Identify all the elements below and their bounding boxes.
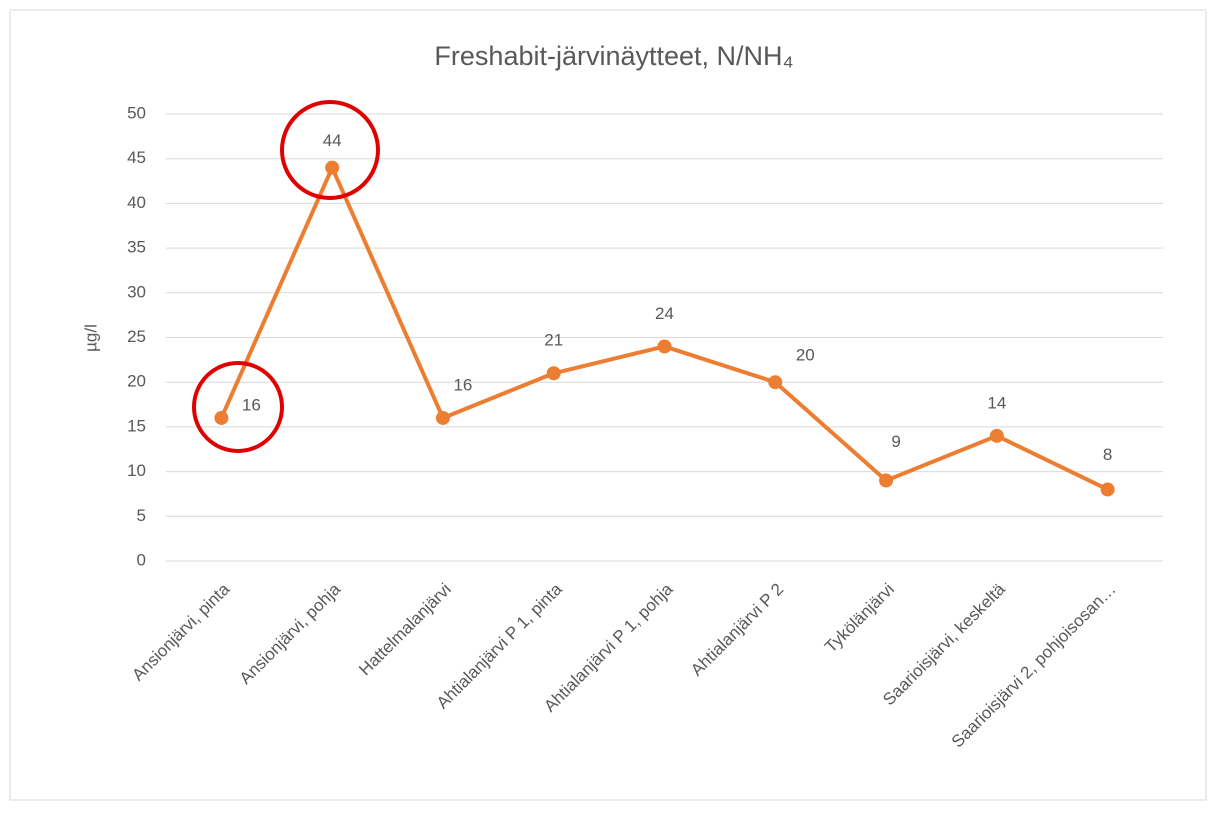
marker xyxy=(989,428,1004,443)
marker xyxy=(325,160,340,175)
data-label: 9 xyxy=(891,432,900,451)
data-label: 14 xyxy=(987,393,1006,412)
marker xyxy=(657,339,672,354)
data-label: 16 xyxy=(242,395,261,414)
highlight-circle xyxy=(280,100,380,200)
data-label: 21 xyxy=(544,331,563,350)
y-tick-label: 50 xyxy=(127,103,146,122)
marker xyxy=(879,473,894,488)
chart-frame xyxy=(9,9,1207,801)
y-tick-label: 45 xyxy=(127,148,146,167)
y-tick-label: 15 xyxy=(127,416,146,435)
y-tick-label: 25 xyxy=(127,327,146,346)
data-label: 8 xyxy=(1103,445,1112,464)
marker xyxy=(435,410,450,425)
data-label: 16 xyxy=(453,375,472,394)
highlight-circle xyxy=(192,361,284,453)
y-axis-label: µg/l xyxy=(81,324,100,352)
data-label: 20 xyxy=(796,346,815,365)
marker xyxy=(1100,482,1115,497)
y-tick-label: 5 xyxy=(137,506,146,525)
y-tick-label: 30 xyxy=(127,282,146,301)
y-tick-label: 40 xyxy=(127,193,146,212)
marker xyxy=(546,366,561,381)
chart-title: Freshabit-järvinäytteet, N/NH₄ xyxy=(434,41,793,71)
y-tick-label: 35 xyxy=(127,238,146,257)
marker xyxy=(214,410,229,425)
y-tick-label: 0 xyxy=(137,550,146,569)
marker xyxy=(768,375,783,390)
data-label: 24 xyxy=(655,304,674,323)
y-tick-label: 20 xyxy=(127,372,146,391)
y-tick-label: 10 xyxy=(127,461,146,480)
data-label: 44 xyxy=(323,131,342,150)
